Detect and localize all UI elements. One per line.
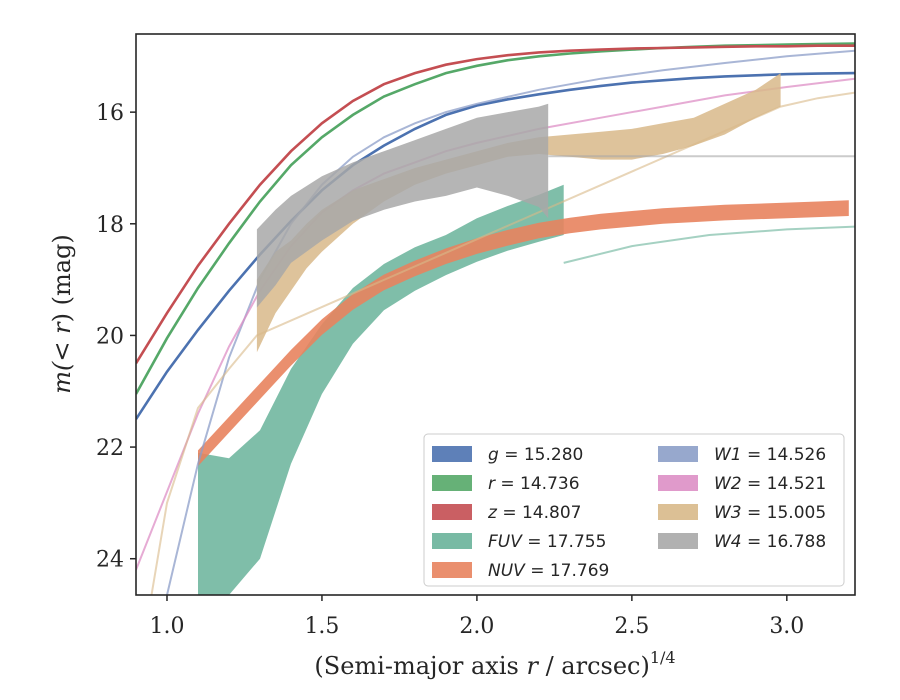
legend-swatch-w2 bbox=[658, 475, 698, 491]
plot-frame bbox=[135, 33, 856, 596]
y-tick-label: 18 bbox=[96, 213, 124, 238]
ticks-layer: 1.0 1.5 2.0 2.5 3.0 16 18 20 22 24 bbox=[96, 101, 804, 639]
legend-swatch-w1 bbox=[658, 446, 698, 462]
legend: g = 15.280 r = 14.736 z = 14.807 FUV = 17.7… bbox=[423, 433, 845, 587]
legend-swatch-z bbox=[432, 504, 472, 520]
legend-label-w4: W4 = 16.788 bbox=[714, 532, 826, 552]
y-tick-label: 20 bbox=[96, 324, 124, 349]
x-tick-label: 2.5 bbox=[614, 614, 649, 639]
series-w3-extension bbox=[150, 91, 855, 595]
legend-label-w3: W3 = 15.005 bbox=[714, 503, 826, 523]
legend-swatch-w4 bbox=[658, 533, 698, 549]
legend-swatch-nuv bbox=[432, 562, 472, 578]
series-z-band bbox=[136, 44, 855, 364]
series-w1-line bbox=[166, 49, 855, 595]
legend-frame bbox=[423, 433, 845, 587]
series-layer bbox=[136, 42, 855, 595]
legend-swatch-g bbox=[432, 446, 472, 462]
x-tick-label: 1.5 bbox=[304, 614, 339, 639]
series-w4-band bbox=[256, 103, 549, 308]
x-tick-label: 2.0 bbox=[459, 614, 494, 639]
series-w3-band bbox=[256, 73, 781, 353]
legend-label-w1: W1 = 14.526 bbox=[714, 445, 826, 465]
x-axis-label: (Semi-major axis r / arcsec)1/4 bbox=[314, 648, 675, 680]
legend-swatch-r bbox=[432, 475, 472, 491]
series-g-band bbox=[136, 71, 855, 420]
y-tick-label: 24 bbox=[96, 548, 124, 573]
legend-label-fuv: FUV = 17.755 bbox=[488, 532, 606, 552]
x-tick-label: 3.0 bbox=[769, 614, 804, 639]
legend-label-g: g = 15.280 bbox=[488, 445, 583, 465]
legend-swatch-w3 bbox=[658, 504, 698, 520]
y-axis-label: m(< r) (mag) bbox=[48, 234, 76, 394]
x-tick-label: 1.0 bbox=[149, 614, 184, 639]
legend-label-w2: W2 = 14.521 bbox=[714, 474, 826, 494]
series-fuv-extension bbox=[563, 225, 855, 264]
y-tick-label: 22 bbox=[96, 436, 124, 461]
legend-label-z: z = 14.807 bbox=[487, 503, 581, 523]
legend-label-nuv: NUV = 17.769 bbox=[488, 561, 609, 581]
y-tick-label: 16 bbox=[96, 101, 124, 126]
legend-swatch-fuv bbox=[432, 533, 472, 549]
legend-label-r: r = 14.736 bbox=[488, 474, 580, 494]
